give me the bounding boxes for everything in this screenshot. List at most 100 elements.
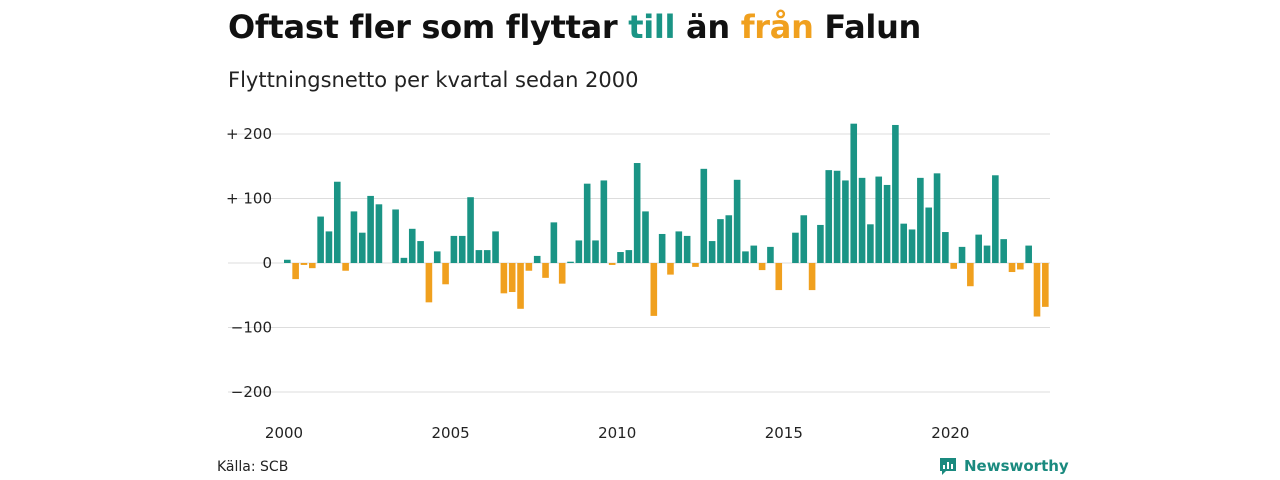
bar — [650, 263, 658, 316]
bar — [425, 263, 433, 303]
y-axis-labels: + 200 + 100 0 −100 −200 — [226, 125, 272, 401]
bar — [525, 263, 533, 271]
source-note: Källa: SCB — [217, 459, 289, 475]
bar — [500, 263, 508, 294]
newsworthy-logo-icon — [940, 458, 956, 475]
bar — [292, 263, 299, 280]
bar — [458, 235, 466, 263]
bar — [917, 177, 924, 263]
bar — [1025, 245, 1032, 263]
chart-subtitle: Flyttningsnetto per kvartal sedan 2000 — [228, 68, 639, 92]
title-part-3: Falun — [813, 8, 922, 46]
bar — [583, 183, 591, 263]
bar — [442, 263, 449, 285]
title-highlight-fran: från — [740, 8, 814, 46]
bar — [600, 180, 608, 263]
bar — [1033, 263, 1041, 317]
bar — [333, 181, 341, 263]
x-tick-label: 2020 — [931, 424, 969, 442]
bar — [900, 223, 908, 263]
bar — [792, 232, 799, 264]
bar — [742, 251, 749, 263]
bar — [508, 263, 516, 293]
bar — [308, 263, 316, 269]
bar — [708, 241, 716, 263]
bar — [1042, 263, 1049, 307]
bar — [750, 245, 758, 263]
bar — [284, 259, 291, 263]
bar — [692, 263, 699, 267]
bar — [658, 233, 666, 263]
bar-layer — [284, 123, 1049, 317]
bar — [933, 173, 941, 263]
y-tick-label: −200 — [231, 383, 272, 401]
title-part-2: än — [675, 8, 741, 46]
bar — [925, 207, 933, 263]
bar — [675, 231, 683, 264]
bar — [967, 263, 974, 287]
bar — [908, 229, 916, 263]
bar — [800, 215, 808, 263]
bar — [542, 263, 549, 278]
bar — [575, 240, 583, 263]
title-part-1: Oftast fler som flyttar — [228, 8, 629, 46]
bar — [833, 170, 841, 263]
bar — [733, 179, 741, 263]
bar — [700, 168, 708, 263]
y-tick-label: + 100 — [226, 190, 272, 208]
y-tick-label: 0 — [262, 254, 272, 272]
bar — [433, 251, 441, 263]
y-tick-label: −100 — [231, 319, 272, 337]
bar — [517, 263, 524, 309]
bar — [808, 263, 816, 291]
bar — [617, 252, 624, 263]
bar — [717, 219, 724, 263]
bar — [567, 261, 574, 263]
bar — [950, 263, 957, 269]
title-highlight-till: till — [628, 8, 676, 46]
bar — [892, 124, 899, 263]
bar — [300, 263, 308, 265]
bar — [317, 216, 324, 263]
bar — [883, 184, 891, 263]
bar — [983, 245, 991, 263]
bar — [400, 257, 408, 263]
bar — [817, 224, 824, 263]
x-tick-label: 2005 — [432, 424, 470, 442]
bar — [683, 235, 691, 263]
bar — [958, 246, 966, 264]
bar — [1017, 263, 1024, 270]
bar — [1008, 263, 1016, 273]
bar — [375, 204, 383, 264]
bar — [758, 263, 766, 271]
x-axis-labels: 2000 2005 2010 2015 2020 — [265, 424, 970, 442]
bar — [608, 263, 616, 265]
bar — [325, 231, 333, 264]
bar — [825, 170, 833, 263]
bar — [842, 180, 849, 263]
bar — [1000, 239, 1007, 263]
bar — [667, 263, 674, 275]
x-tick-label: 2010 — [598, 424, 636, 442]
bar — [725, 215, 733, 263]
bar — [550, 222, 558, 263]
bar — [408, 228, 416, 263]
bar — [975, 234, 982, 263]
chart-title: Oftast fler som flyttar till än från Fal… — [228, 8, 921, 46]
bar — [850, 123, 858, 264]
bar — [775, 263, 783, 291]
bar — [450, 235, 458, 263]
bar — [342, 263, 349, 271]
bar — [417, 241, 424, 263]
y-tick-label: + 200 — [226, 125, 272, 143]
bar — [767, 246, 774, 264]
bar — [492, 231, 499, 264]
bar — [392, 209, 399, 263]
bar — [483, 250, 491, 263]
bar — [867, 224, 874, 263]
bar — [367, 195, 374, 263]
bar — [592, 240, 599, 263]
bar — [558, 263, 566, 284]
bar — [942, 232, 949, 263]
